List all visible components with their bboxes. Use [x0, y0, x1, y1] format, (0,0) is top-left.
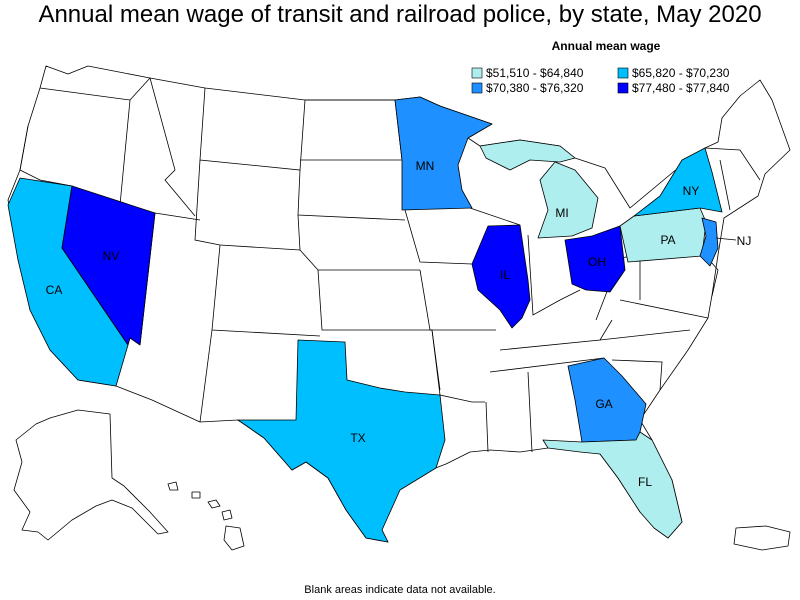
legend-label-4: $77,480 - $77,840: [632, 81, 730, 95]
label-nj: NJ: [737, 234, 752, 248]
label-mn: MN: [416, 159, 435, 173]
map-title: Annual mean wage of transit and railroad…: [38, 1, 762, 28]
label-pa: PA: [660, 233, 675, 247]
state-oh[interactable]: [564, 225, 626, 293]
label-ny: NY: [683, 184, 700, 198]
legend-label-1: $51,510 - $64,840: [486, 66, 584, 80]
label-oh: OH: [588, 255, 606, 269]
label-mi: MI: [555, 206, 568, 220]
legend-swatch-3: [471, 82, 483, 94]
footnote: Blank areas indicate data not available.: [304, 584, 496, 596]
alaska: [13, 409, 169, 541]
state-nj[interactable]: [699, 217, 719, 267]
state-fl[interactable]: [542, 431, 683, 539]
label-ga: GA: [595, 397, 612, 411]
legend-title: Annual mean wage: [552, 39, 661, 53]
label-tx: TX: [350, 431, 365, 445]
state-mn[interactable]: [394, 96, 493, 211]
state-labels: CA NV TX MN IL MI OH PA NY NJ GA FL: [46, 159, 752, 489]
label-nv: NV: [103, 249, 120, 263]
state-il[interactable]: [471, 224, 531, 329]
state-mi[interactable]: [479, 139, 599, 239]
hawaii-islands: [167, 481, 245, 551]
puerto-rico: [733, 525, 791, 551]
colored-states: [7, 96, 723, 543]
legend-swatch-4: [617, 82, 629, 94]
legend-label-2: $65,820 - $70,230: [632, 66, 730, 80]
label-il: IL: [500, 268, 510, 282]
nj-pointer-line: [715, 237, 737, 241]
label-fl: FL: [638, 475, 652, 489]
state-tx[interactable]: [237, 339, 446, 543]
legend-swatch-2: [617, 67, 629, 79]
label-ca: CA: [46, 283, 63, 297]
state-ny[interactable]: [633, 147, 723, 217]
legend-label-3: $70,380 - $76,320: [486, 81, 584, 95]
state-nv[interactable]: [61, 185, 156, 346]
legend: Annual mean wage $51,510 - $64,840 $65,8…: [471, 39, 730, 95]
legend-swatch-1: [471, 67, 483, 79]
